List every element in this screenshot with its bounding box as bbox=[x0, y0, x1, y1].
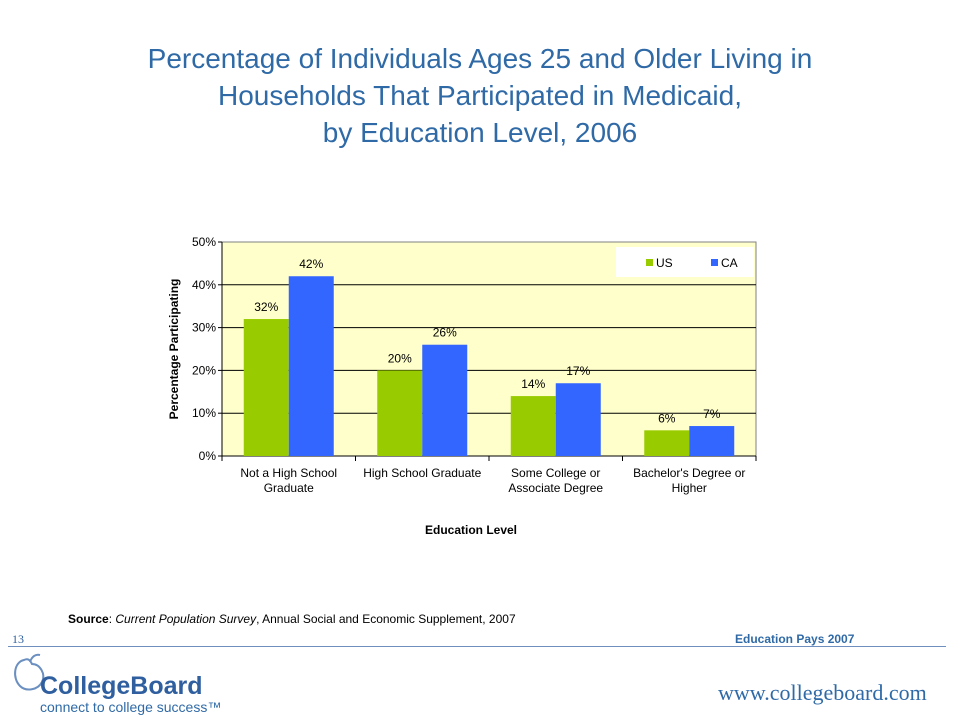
y-tick-label: 10% bbox=[192, 406, 216, 420]
bar-ca bbox=[555, 383, 601, 456]
y-axis-label: Percentage Participating bbox=[167, 279, 181, 420]
title-line-1: Percentage of Individuals Ages 25 and Ol… bbox=[147, 43, 813, 74]
y-tick-label: 20% bbox=[192, 363, 216, 377]
bar-chart: 0% 10% 20% 30% 40% 50% 32% 42% Not a High School… bbox=[167, 235, 757, 537]
bar-ca bbox=[288, 276, 334, 456]
legend-label-ca: CA bbox=[721, 256, 738, 270]
collegeboard-logo: CollegeBoard connect to college success™ bbox=[14, 653, 221, 715]
y-tick-label: 30% bbox=[192, 321, 216, 335]
data-label-us: 20% bbox=[388, 351, 412, 365]
legend-swatch-us bbox=[646, 259, 653, 266]
y-tick-label: 50% bbox=[192, 235, 216, 249]
footer-title: Education Pays 2007 bbox=[735, 632, 855, 646]
bar-us bbox=[243, 319, 289, 456]
x-category-label: Higher bbox=[672, 481, 707, 495]
x-category-label: Associate Degree bbox=[508, 481, 603, 495]
source-note: Source: Current Population Survey, Annua… bbox=[68, 612, 516, 626]
x-category-label: Bachelor's Degree or bbox=[633, 466, 745, 480]
source-separator: : bbox=[108, 612, 116, 626]
data-label-ca: 17% bbox=[566, 364, 590, 378]
bar-us bbox=[377, 370, 423, 456]
bar-ca bbox=[689, 426, 735, 456]
x-category-label: High School Graduate bbox=[363, 466, 481, 480]
slide-number: 13 bbox=[12, 632, 24, 646]
x-category-label: Some College or bbox=[511, 466, 600, 480]
logo-tagline: connect to college success™ bbox=[40, 699, 221, 715]
data-label-us: 32% bbox=[254, 300, 278, 314]
source-rest: , Annual Social and Economic Supplement,… bbox=[256, 612, 516, 626]
data-label-us: 14% bbox=[521, 377, 545, 391]
data-label-ca: 26% bbox=[433, 326, 457, 340]
x-axis-label: Education Level bbox=[425, 523, 517, 537]
data-label-ca: 7% bbox=[703, 407, 721, 421]
legend-swatch-ca bbox=[711, 259, 718, 266]
data-label-us: 6% bbox=[658, 411, 676, 425]
slide-title: Percentage of Individuals Ages 25 and Ol… bbox=[40, 40, 920, 151]
x-category-label: Graduate bbox=[264, 481, 314, 495]
data-label-ca: 42% bbox=[299, 257, 323, 271]
legend-box bbox=[616, 247, 754, 277]
bar-us bbox=[510, 396, 556, 456]
acorn-logo-icon bbox=[14, 653, 45, 691]
legend-label-us: US bbox=[656, 256, 673, 270]
logo-wordmark: CollegeBoard bbox=[40, 672, 203, 700]
bar-ca bbox=[422, 344, 468, 456]
source-publication: Current Population Survey bbox=[115, 612, 257, 626]
x-category-label: Not a High School bbox=[240, 466, 337, 480]
title-line-2: Households That Participated in Medicaid… bbox=[217, 80, 742, 111]
title-line-3: by Education Level, 2006 bbox=[322, 117, 638, 148]
source-label: Source bbox=[68, 612, 109, 626]
y-tick-label: 0% bbox=[199, 449, 217, 463]
footer-divider bbox=[8, 646, 946, 647]
website-link[interactable]: www.collegeboard.com bbox=[718, 680, 927, 705]
y-tick-label: 40% bbox=[192, 278, 216, 292]
bar-us bbox=[644, 430, 690, 456]
